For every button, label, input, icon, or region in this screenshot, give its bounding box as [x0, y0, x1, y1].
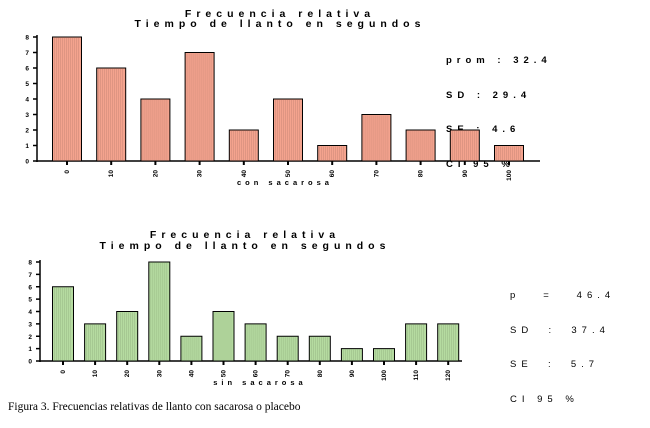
y-tick-label: 0 [25, 159, 29, 166]
y-tick-label: 0 [28, 359, 32, 366]
x-tick-label: 120 [445, 370, 452, 381]
figure-caption: Figura 3. Frecuencias relativas de llant… [8, 401, 301, 413]
bar [405, 129, 436, 162]
x-tick-label: 70 [285, 370, 292, 378]
chart-sin-sacarosa: Frecuencia relativa Tiempo de llanto en … [28, 229, 610, 405]
bar [228, 129, 259, 162]
y-tick-label: 1 [25, 143, 29, 150]
x-tick-label: 60 [329, 170, 336, 178]
stat-mean: p = 46.4 [510, 290, 616, 301]
stats-block: p = 46.4 SD : 37.4 SE : 5.7 CI 95 % [510, 267, 615, 428]
y-tick-label: 7 [28, 272, 32, 279]
bar [361, 114, 392, 162]
stat-mean: prom : 32.4 [446, 55, 552, 66]
x-tick-label: 80 [418, 170, 425, 178]
x-tick-label: 60 [253, 370, 260, 378]
y-tick-label: 7 [25, 50, 29, 57]
x-tick-label: 90 [462, 170, 469, 178]
bar [140, 98, 171, 162]
stat-ci: CI 95 % [446, 158, 515, 170]
x-tick-label: 0 [60, 370, 67, 374]
chart-con-sacarosa: Frecuencia relativa Tiempo de llanto en … [0, 0, 650, 200]
x-tick-label: 110 [413, 370, 420, 381]
x-axis-label: con sacarosa [237, 178, 333, 187]
x-tick-label: 80 [317, 370, 324, 378]
x-axis-label: sin sacarosa [213, 378, 306, 387]
x-tick-label: 10 [92, 370, 99, 378]
x-tick-label: 30 [197, 170, 204, 178]
y-tick-label: 8 [25, 35, 29, 42]
y-tick-label: 2 [28, 334, 32, 341]
x-tick-label: 70 [373, 170, 380, 178]
x-tick-label: 50 [285, 170, 292, 178]
y-tick-label: 3 [25, 112, 29, 119]
y-tick-label: 4 [25, 97, 29, 104]
x-tick-label: 20 [152, 170, 159, 178]
y-tick-label: 1 [28, 346, 32, 353]
stat-sd: SD : 29.4 [446, 89, 532, 101]
y-tick-label: 6 [25, 66, 29, 73]
chart-title: Frecuencia relativa [149, 229, 341, 241]
y-tick-label: 3 [28, 321, 32, 328]
y-tick-label: 5 [25, 81, 29, 88]
y-tick-label: 8 [28, 260, 32, 267]
bar [184, 52, 215, 162]
x-tick-label: 90 [349, 370, 356, 378]
y-tick-label: 2 [25, 128, 29, 135]
chart-subtitle: Tiempo de llanto en segundos [99, 240, 391, 252]
y-tick-label: 4 [28, 309, 32, 316]
stat-sd: SD : 37.4 [510, 324, 610, 336]
chart-title: Frecuencia relativa [184, 8, 376, 20]
stat-se: SE : 5.7 [510, 359, 600, 370]
x-tick-label: 100 [381, 370, 388, 381]
x-tick-label: 100 [506, 170, 513, 181]
y-tick-label: 5 [28, 297, 32, 304]
bar [96, 67, 127, 162]
bar [449, 129, 480, 162]
x-tick-label: 0 [64, 170, 71, 174]
x-tick-label: 10 [108, 170, 115, 178]
x-tick-label: 50 [221, 370, 228, 378]
chart-subtitle: Tiempo de llanto en segundos [134, 18, 426, 30]
y-tick-label: 6 [28, 284, 32, 291]
bar [52, 36, 82, 162]
bar [273, 98, 303, 162]
x-tick-label: 30 [156, 370, 163, 378]
x-tick-label: 20 [124, 370, 131, 378]
x-tick-label: 40 [241, 170, 248, 178]
stat-ci: CI 95 % [510, 393, 579, 405]
x-tick-label: 40 [188, 370, 195, 378]
